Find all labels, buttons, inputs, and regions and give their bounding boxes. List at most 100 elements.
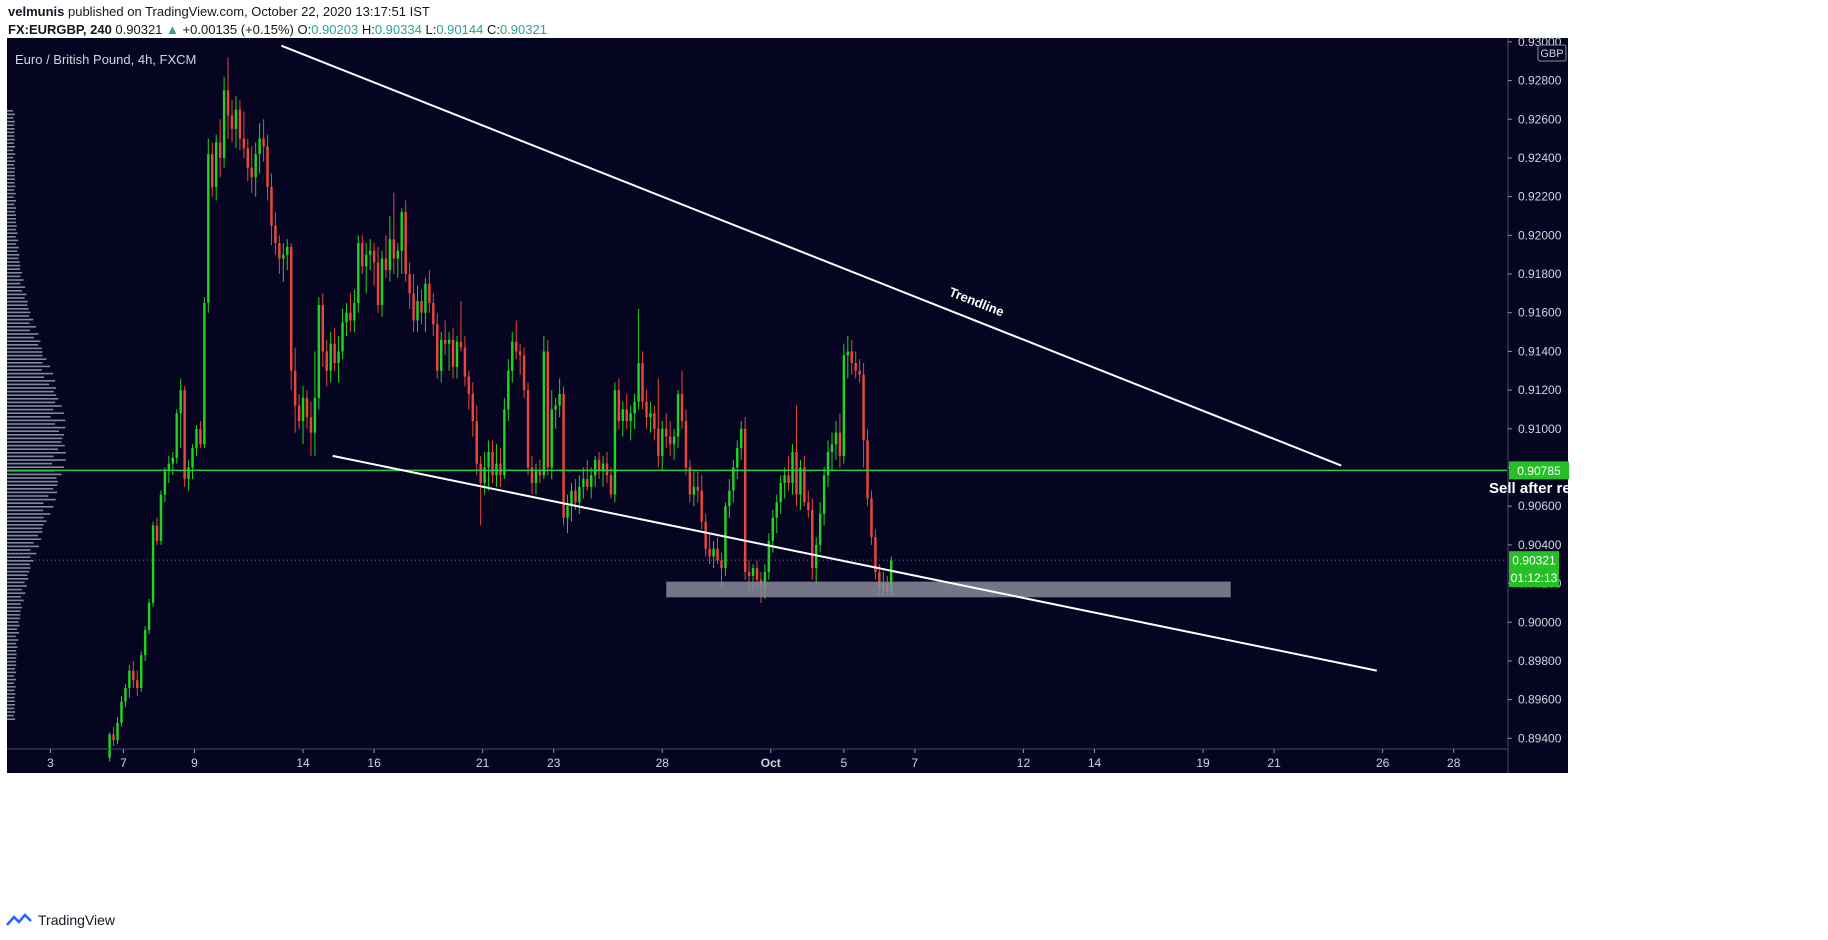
candle: [692, 471, 696, 507]
candle-body: [112, 734, 115, 741]
price-axis[interactable]: 0.894000.896000.898000.900000.902000.904…: [1507, 35, 1569, 773]
volume-profile-bar: [7, 167, 16, 170]
candle: [700, 475, 703, 530]
candle: [349, 293, 352, 333]
candle: [799, 459, 802, 511]
currency-box[interactable]: [1537, 44, 1567, 62]
candle-body: [349, 312, 352, 321]
volume-profile-bar: [7, 279, 24, 281]
volume-profile-bar: [7, 686, 16, 688]
time-axis[interactable]: 3 7 9 14 16 21 23 28 Oct 5 7 12 14 19 21 26 28: [7, 748, 1507, 770]
volume-profile-bar: [7, 120, 15, 123]
volume-profile-bar: [7, 192, 16, 195]
candle-body: [388, 239, 392, 271]
candle-body: [361, 243, 364, 267]
candle-body: [846, 351, 850, 356]
candle: [866, 428, 869, 507]
candle: [250, 146, 253, 193]
price-tick-label: 0.89800: [1518, 654, 1562, 668]
volume-profile-bar: [7, 524, 44, 526]
candle: [645, 390, 648, 429]
candle: [858, 359, 861, 383]
last-price-label: 0.90321: [1512, 554, 1556, 568]
high-value: 0.90334: [374, 22, 422, 37]
candle-body: [514, 341, 518, 352]
candle-body: [597, 459, 601, 472]
candle-body: [791, 452, 794, 483]
candle-body: [720, 560, 723, 569]
candle: [234, 96, 238, 149]
candle-body: [668, 436, 672, 445]
candle-body: [708, 548, 711, 557]
candle-body: [779, 482, 782, 503]
volume-profile-bar: [7, 218, 16, 220]
candle-body: [507, 370, 510, 410]
candle-body: [522, 355, 526, 391]
candle: [862, 363, 865, 468]
volume-profile-bar: [7, 426, 66, 429]
candle: [195, 424, 198, 456]
candle: [542, 335, 546, 480]
footer: TradingView: [6, 912, 115, 928]
candle-body: [664, 428, 668, 437]
volume-profile-bar: [7, 365, 51, 368]
candle: [372, 243, 376, 286]
candle-body: [870, 498, 873, 538]
candle-body: [214, 142, 218, 187]
candle: [384, 235, 388, 278]
candle-body: [222, 90, 226, 158]
candle-body: [743, 428, 747, 572]
candle-body: [238, 109, 242, 139]
candle: [282, 243, 285, 282]
candle: [538, 459, 542, 483]
volume-profile-bar: [7, 660, 16, 663]
candle-body: [128, 670, 131, 689]
candle: [301, 386, 305, 445]
candle-body: [763, 571, 767, 588]
time-tick-label: 16: [367, 756, 381, 770]
volume-profile-bar: [7, 560, 34, 562]
candle: [333, 328, 336, 371]
candle: [850, 339, 853, 375]
candle-body: [293, 370, 297, 406]
brand-name[interactable]: TradingView: [38, 912, 116, 928]
candle: [739, 421, 743, 460]
candle: [637, 308, 640, 410]
author-name[interactable]: velmunis: [8, 4, 65, 19]
price-tick-label: 0.90000: [1518, 615, 1562, 629]
candle: [680, 370, 684, 429]
volume-profile-bar: [7, 516, 44, 519]
volume-profile-bar: [7, 196, 14, 198]
candle-body: [554, 405, 557, 410]
candle-body: [712, 548, 715, 557]
candle: [783, 467, 786, 499]
change-arrow-icon: ▲: [166, 22, 179, 37]
volume-profile-bar: [7, 624, 20, 627]
volume-profile-bar: [7, 441, 62, 443]
candle: [404, 200, 407, 282]
volume-profile-bar: [7, 635, 16, 638]
candle: [874, 529, 877, 580]
volume-profile-bar: [7, 369, 42, 371]
candle: [120, 695, 123, 727]
sell-annotation[interactable]: Sell after retest: [1489, 480, 1597, 497]
volume-profile-bar: [7, 401, 56, 404]
candle-body: [199, 428, 202, 445]
currency-label[interactable]: GBP: [1540, 48, 1563, 60]
volume-profile-bar: [7, 718, 16, 720]
candle: [116, 717, 119, 745]
candle-body: [700, 490, 703, 522]
volume-profile-bar: [7, 563, 31, 566]
candle-body: [286, 246, 289, 255]
volume-profile-bar: [7, 599, 24, 602]
candle: [238, 99, 242, 151]
candle-body: [787, 475, 790, 483]
candle-body: [767, 540, 771, 572]
volume-profile-bar: [7, 174, 15, 177]
volume-profile-bar: [7, 160, 16, 162]
candle: [286, 239, 289, 271]
candle-body: [159, 494, 163, 541]
candle: [317, 297, 321, 410]
volume-profile-bar: [7, 455, 54, 458]
